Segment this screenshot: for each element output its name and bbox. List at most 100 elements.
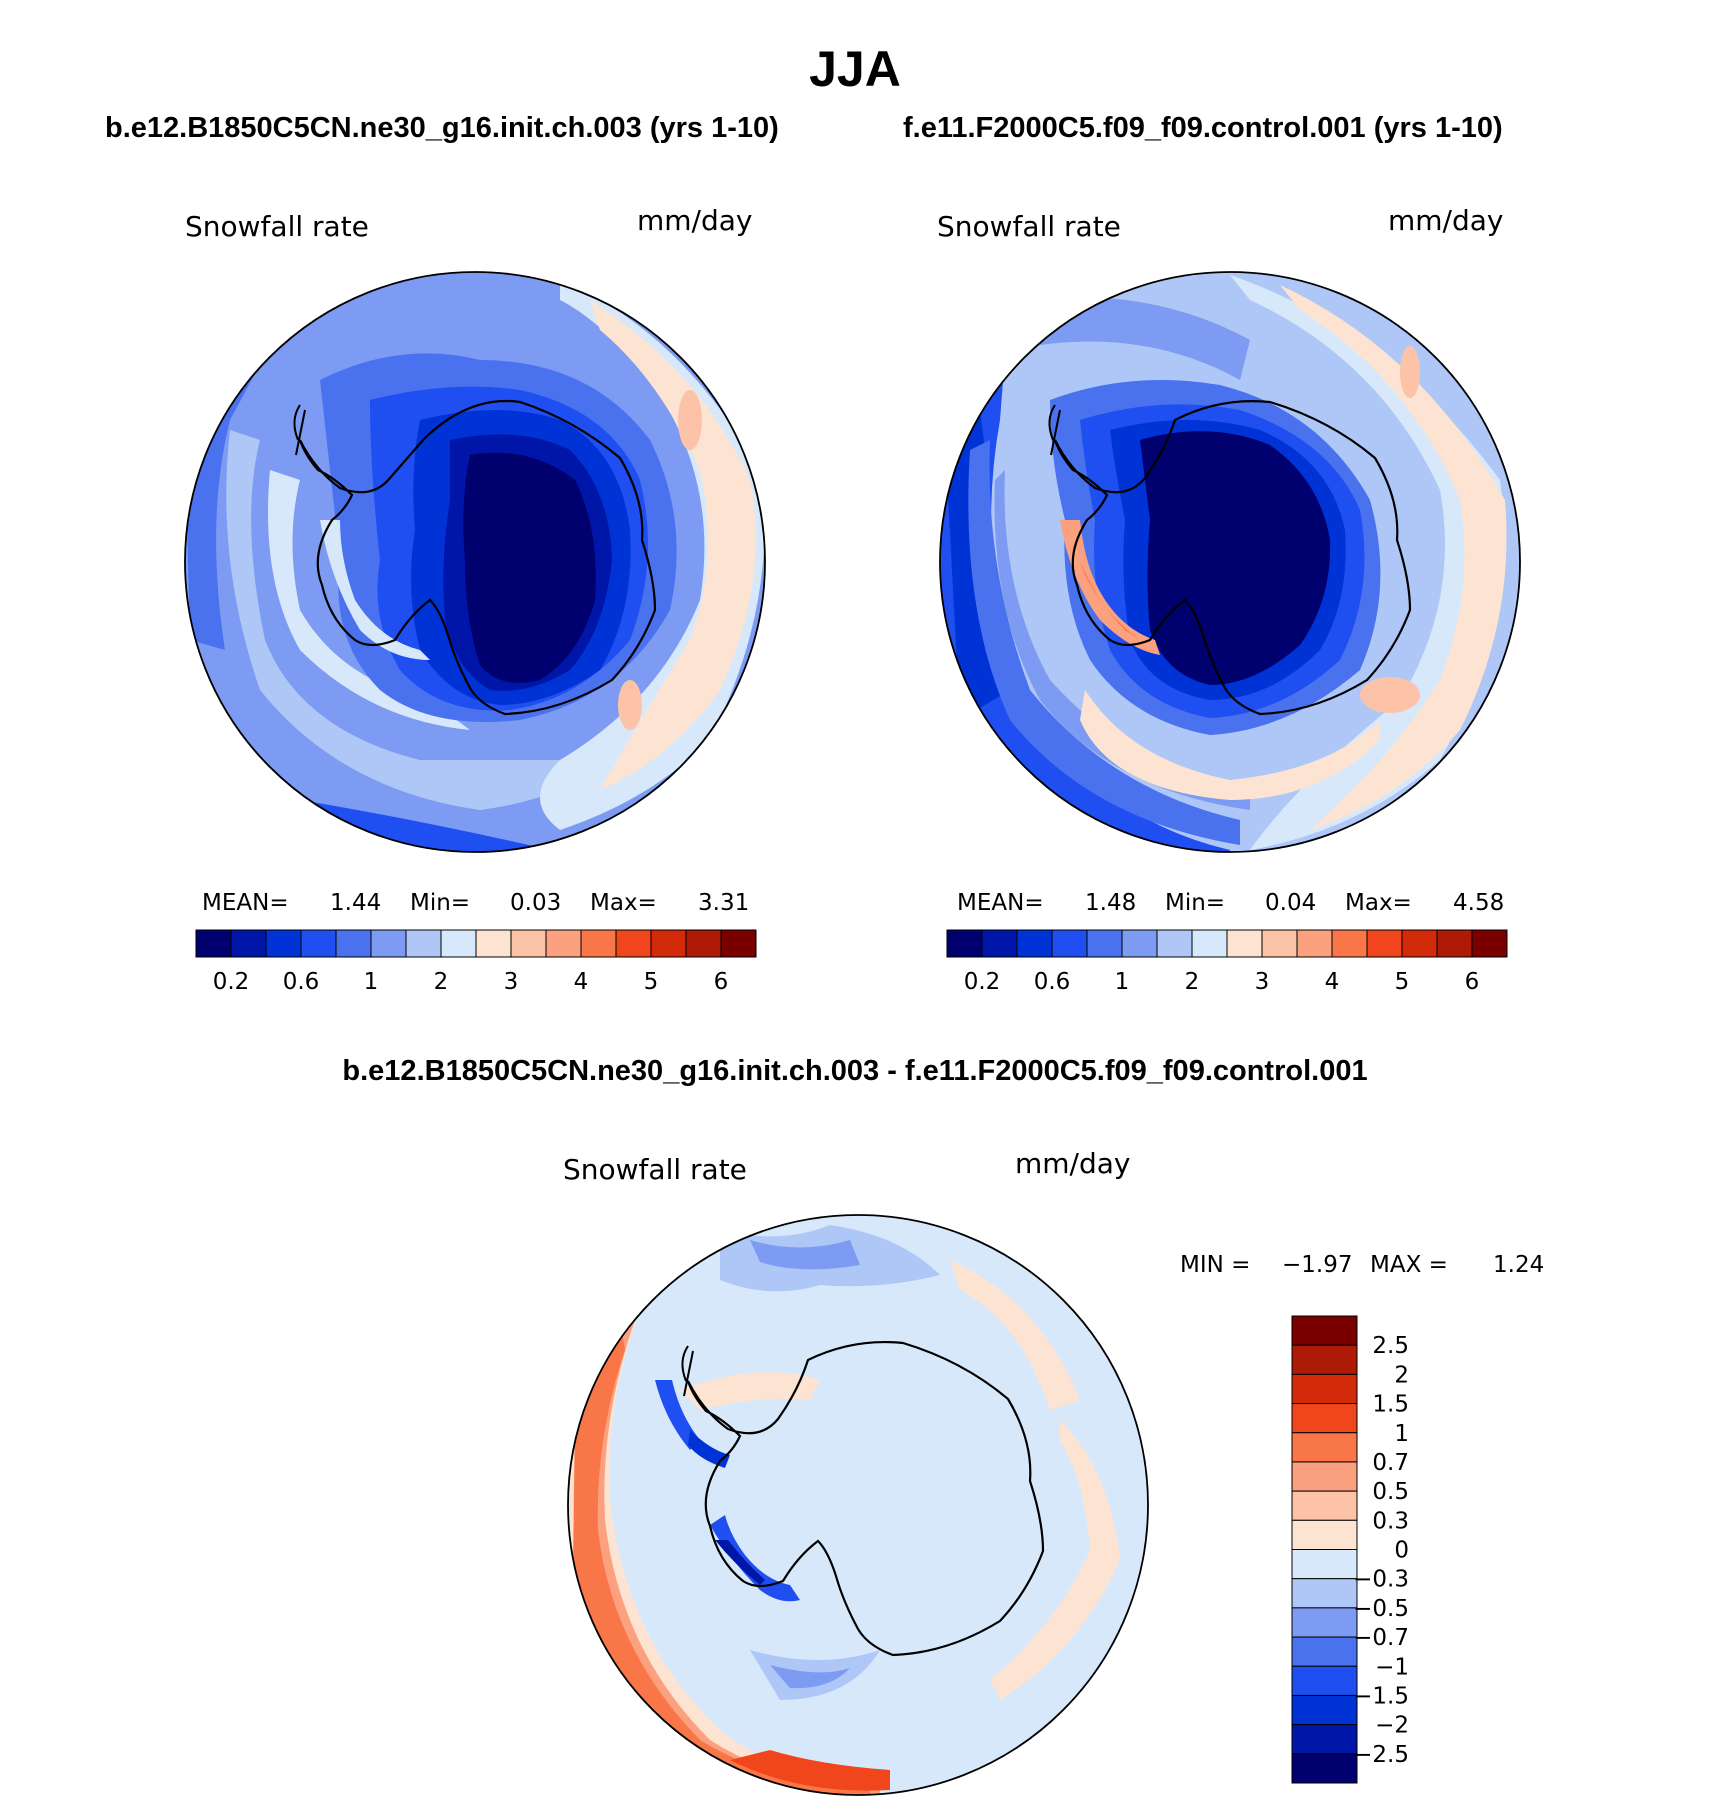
panel-b-colorbar-tick-label: 4 (1325, 969, 1340, 995)
diff-colorbar-box (1291, 1578, 1358, 1609)
diff-variable-label: Snowfall rate (563, 1153, 747, 1186)
panel-a-variable-label: Snowfall rate (185, 210, 369, 243)
diff-min-label: MIN = (1180, 1252, 1250, 1278)
figure-title: JJA (809, 41, 901, 97)
panel-a-colorbar: 0.2 0.6 1 2 3 4 5 6 (195, 929, 757, 995)
panel-b-colorbar-box (1226, 929, 1263, 958)
panel-b-colorbar-tick-label: 1 (1115, 969, 1130, 995)
diff-colorbar-tick-label: −1 (1375, 1654, 1409, 1680)
diff-colorbar-tick-label: −0.3 (1353, 1567, 1409, 1593)
diff-colorbar-box (1291, 1519, 1358, 1550)
diff-colorbar-box (1291, 1315, 1358, 1346)
diff-colorbar-tick-label: 2.5 (1372, 1333, 1409, 1359)
panel-b-colorbar-box (1401, 929, 1438, 958)
panel-a-colorbar-box (195, 929, 232, 958)
panel-diff: Snowfall rate mm/day (563, 1147, 1544, 1796)
panel-b-colorbar-box (1121, 929, 1158, 958)
panel-b-max-value: 4.58 (1453, 890, 1504, 916)
diff-subtitle: b.e12.B1850C5CN.ne30_g16.init.ch.003 - f… (342, 1055, 1367, 1087)
diff-max-label: MAX = (1370, 1252, 1448, 1278)
panel-b-colorbar-tick-label: 0.6 (1034, 969, 1071, 995)
panel-a-colorbar-box (685, 929, 722, 958)
panel-b-colorbar-box (1296, 929, 1333, 958)
diff-units-label: mm/day (1015, 1147, 1131, 1180)
panel-a-colorbar-tick-label: 6 (714, 969, 729, 995)
panel-b-colorbar-tick-label: 6 (1465, 969, 1480, 995)
panel-b-colorbar-box (1191, 929, 1228, 958)
panel-b-mean-label: MEAN= (957, 890, 1044, 916)
diff-colorbar-tick-label: 2 (1394, 1362, 1409, 1388)
panel-b-colorbar-tick-label: 3 (1255, 969, 1270, 995)
panel-b-colorbar-tick-label: 2 (1185, 969, 1200, 995)
panel-b-units-label: mm/day (1388, 204, 1504, 237)
panel-b-map-border (939, 271, 1521, 853)
panel-b-colorbar-box (1366, 929, 1403, 958)
panel-b-colorbar-box (1471, 929, 1508, 958)
diff-colorbar-tick-label: 0 (1394, 1538, 1409, 1564)
diff-colorbar-tick-label: −0.7 (1353, 1625, 1409, 1651)
diff-colorbar-box (1291, 1694, 1358, 1726)
panel-a-colorbar-box (615, 929, 652, 958)
diff-map (568, 1215, 1148, 1795)
panel-b-max-label: Max= (1345, 890, 1412, 916)
panel-b-colorbar: 0.2 0.6 1 2 3 4 5 6 (946, 929, 1508, 995)
diff-colorbar-box (1291, 1607, 1358, 1638)
diff-colorbar-box (1291, 1490, 1358, 1521)
diff-max-value: 1.24 (1493, 1252, 1544, 1278)
diff-colorbar-tick-label: −2.5 (1353, 1742, 1409, 1768)
panel-a-colorbar-box (230, 929, 267, 958)
diff-colorbar-tick-label: 0.5 (1372, 1479, 1409, 1505)
diff-map-border (567, 1214, 1149, 1796)
diff-colorbar-box (1291, 1753, 1358, 1784)
panel-a-colorbar-tick-label: 5 (644, 969, 659, 995)
panel-a-colorbar-box (720, 929, 757, 958)
panel-a-colorbar-tick-label: 4 (574, 969, 589, 995)
panel-a-colorbar-tick-label: 0.6 (283, 969, 320, 995)
panel-a-colorbar-tick-label: 3 (504, 969, 519, 995)
diff-colorbar: 2.5 2 1.5 1 0.7 0.5 0.3 0 −0.3 −0.5 −0.7 −1 −1.5 −2 −2… (1291, 1315, 1409, 1784)
diff-colorbar-box (1291, 1665, 1358, 1696)
panel-b-colorbar-box (981, 929, 1018, 958)
diff-min-value: −1.97 (1282, 1252, 1352, 1278)
panel-a-colorbar-box (580, 929, 617, 958)
panel-a-units-label: mm/day (637, 204, 753, 237)
diff-colorbar-box (1291, 1344, 1358, 1375)
panel-a-colorbar-tick-label: 2 (434, 969, 449, 995)
panel-a-min-label: Min= (410, 890, 470, 916)
panel-a-colorbar-box (265, 929, 302, 958)
panel-a-map (185, 272, 765, 852)
panel-a-colorbar-box (370, 929, 407, 958)
panel-b-map (940, 272, 1520, 852)
diff-colorbar-box (1291, 1403, 1358, 1434)
diff-colorbar-box (1291, 1549, 1358, 1580)
panel-a-colorbar-box (475, 929, 512, 958)
diff-colorbar-tick-label: 0.7 (1372, 1450, 1409, 1476)
diff-colorbar-box (1291, 1724, 1358, 1755)
diff-colorbar-box (1291, 1636, 1358, 1667)
diff-colorbar-box (1291, 1432, 1358, 1463)
panel-a-colorbar-tick-label: 1 (364, 969, 379, 995)
panel-b-colorbar-box (1261, 929, 1298, 958)
panel-a-colorbar-box (405, 929, 442, 958)
panel-a-subtitle: b.e12.B1850C5CN.ne30_g16.init.ch.003 (yr… (105, 112, 779, 144)
panel-b-colorbar-box (1051, 929, 1088, 958)
panel-a-colorbar-box (650, 929, 687, 958)
panel-a-colorbar-tick-label: 0.2 (213, 969, 250, 995)
diff-colorbar-tick-label: 1 (1394, 1421, 1409, 1447)
diff-colorbar-box (1291, 1373, 1358, 1405)
panel-a-colorbar-box (545, 929, 582, 958)
panel-a-colorbar-box (335, 929, 372, 958)
panel-a-mean-value: 1.44 (330, 890, 381, 916)
panel-a-max-label: Max= (590, 890, 657, 916)
diff-colorbar-box (1291, 1461, 1358, 1492)
diff-colorbar-tick-label: 1.5 (1372, 1392, 1409, 1418)
panel-b-min-label: Min= (1165, 890, 1225, 916)
panel-b-mean-value: 1.48 (1085, 890, 1136, 916)
diff-colorbar-tick-label: 0.3 (1372, 1508, 1409, 1534)
panel-b: Snowfall rate mm/day (937, 204, 1521, 995)
panel-b-colorbar-box (946, 929, 983, 958)
panel-a-colorbar-box (440, 929, 477, 958)
panel-a-colorbar-box (300, 929, 337, 958)
panel-b-min-value: 0.04 (1265, 890, 1316, 916)
